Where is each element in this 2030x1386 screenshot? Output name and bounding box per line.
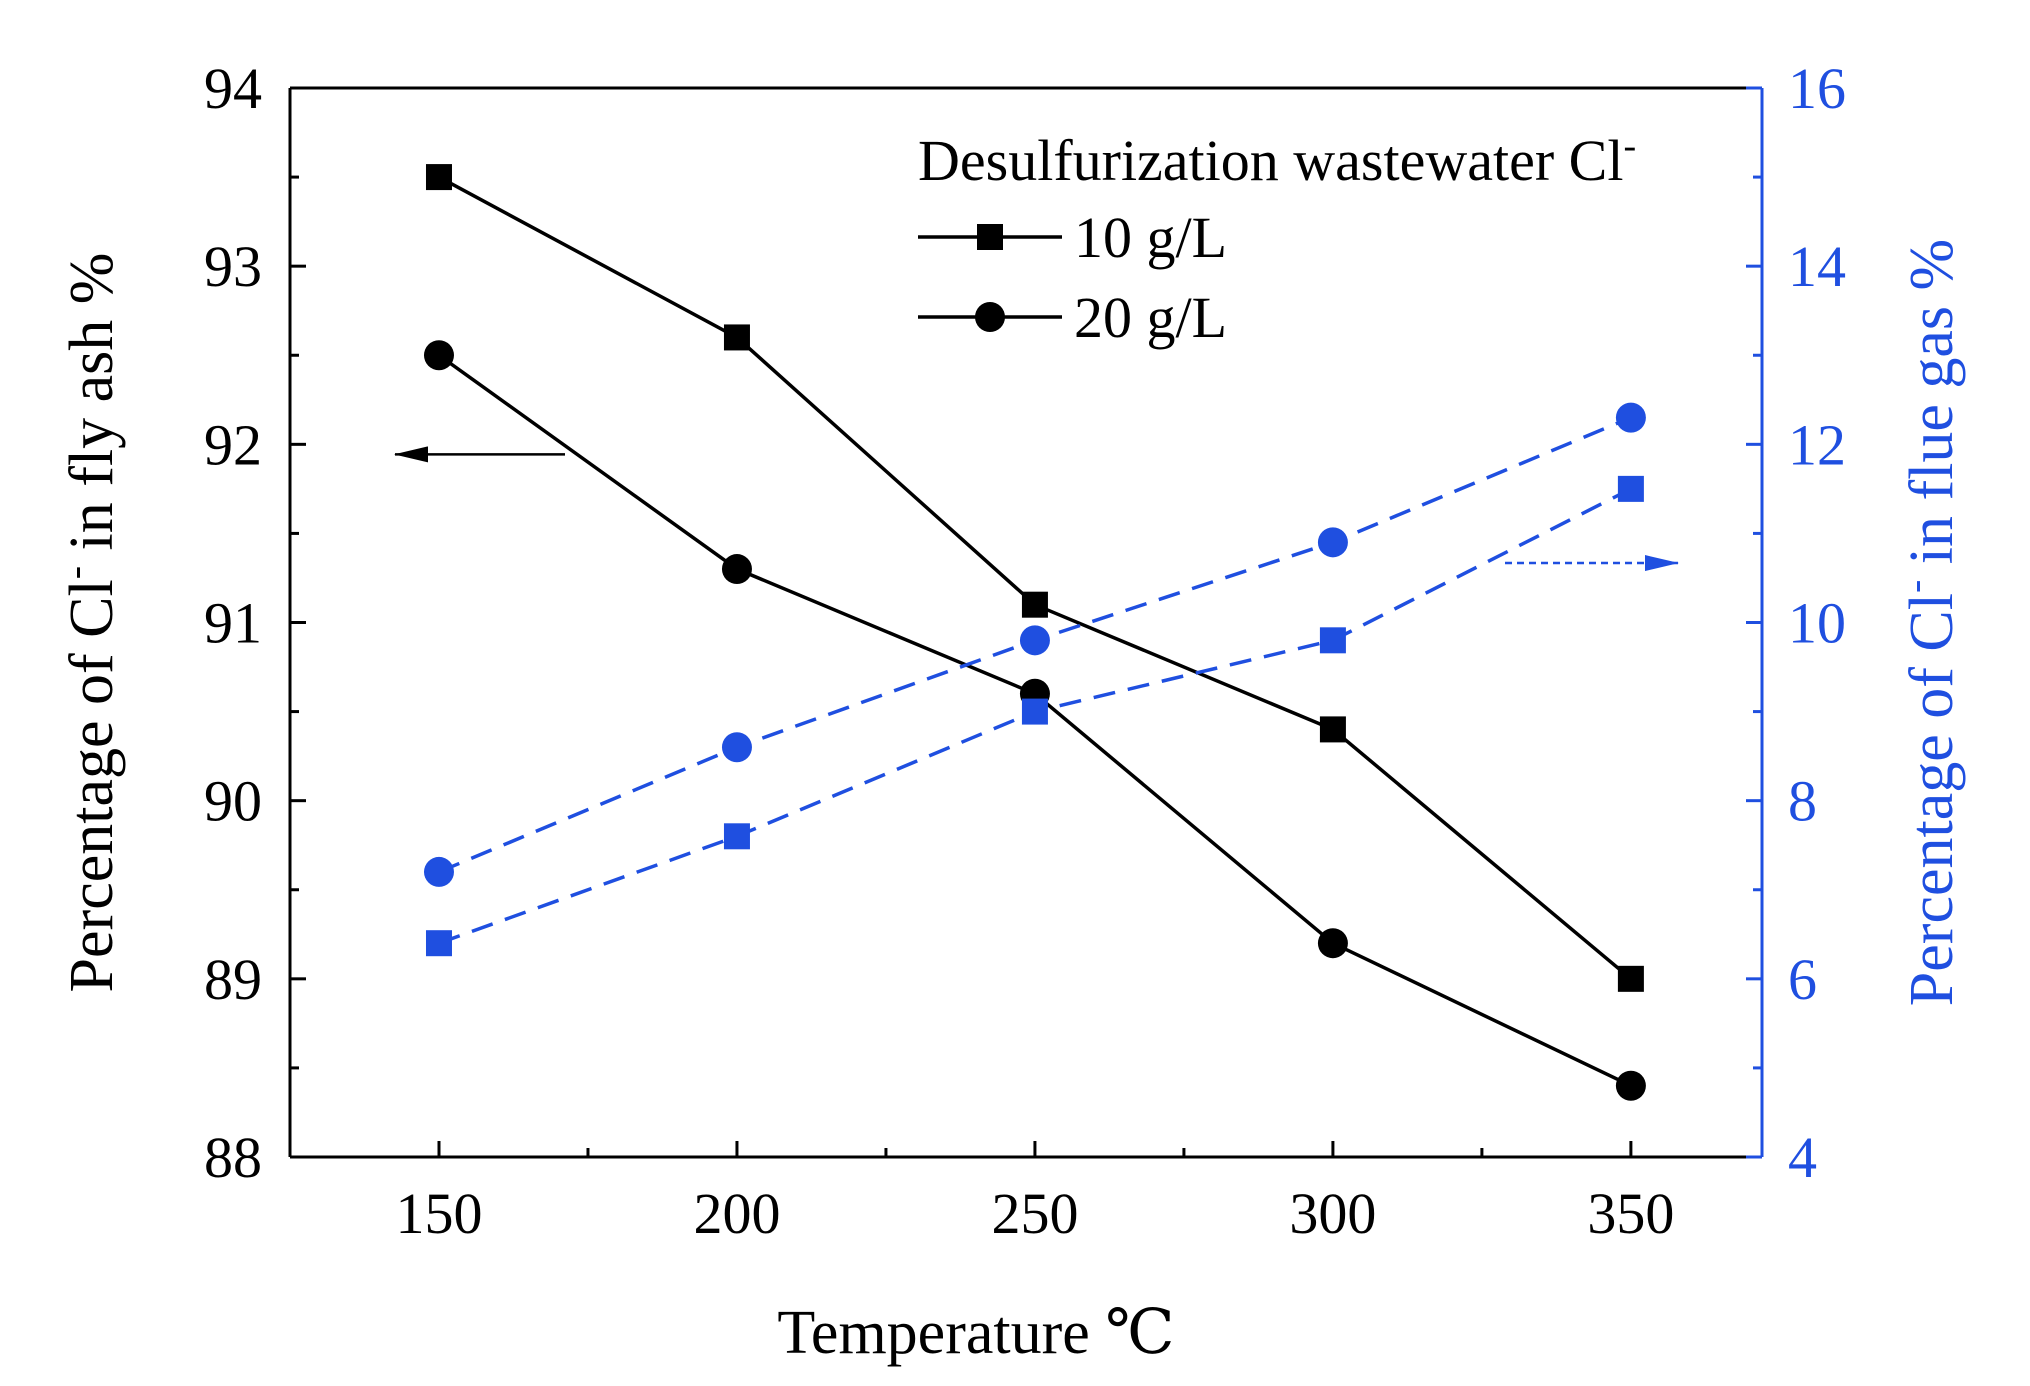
series-line-left-square	[438, 175, 1633, 981]
data-point-right-square	[1319, 627, 1346, 654]
data-point-right-square	[1617, 475, 1644, 502]
right-y-axis-title-sup: -	[1892, 580, 1937, 593]
data-point-right-square	[425, 930, 452, 957]
legend-marker-square	[977, 224, 1003, 250]
data-point-right-circle	[423, 856, 454, 887]
x-tick-label: 150	[395, 1181, 482, 1246]
data-point-left-circle	[423, 340, 454, 371]
right-y-tick-label: 4	[1788, 1125, 1817, 1190]
legend-title-sup: -	[1623, 125, 1636, 167]
x-axis-title: Temperature ℃	[777, 1299, 1174, 1367]
left-y-axis-title: Percentage of Cl- in fly ash %	[52, 253, 126, 993]
legend-marker-circle	[975, 302, 1005, 332]
data-point-right-circle	[721, 732, 752, 763]
x-tick-label: 250	[991, 1181, 1078, 1246]
data-point-right-circle	[1019, 625, 1050, 656]
left-y-tick-label: 93	[204, 234, 262, 299]
left-y-tick-label: 92	[204, 412, 262, 477]
data-point-right-square	[723, 823, 750, 850]
data-point-left-square	[425, 164, 452, 191]
right-y-tick-label: 10	[1788, 591, 1846, 656]
data-point-left-circle	[721, 554, 752, 585]
legend-title: Desulfurization wastewater Cl-	[918, 125, 1636, 193]
left-y-axis-title-prefix: Percentage of Cl	[58, 579, 126, 992]
legend-title-text: Desulfurization wastewater Cl	[918, 128, 1623, 193]
left-y-axis-title-sup: -	[52, 566, 97, 579]
right-y-tick-label: 6	[1788, 947, 1817, 1012]
data-point-left-square	[1021, 591, 1048, 618]
right-y-axis-title: Percentage of Cl- in flue gas %	[1892, 239, 1966, 1006]
left-y-tick-label: 91	[204, 591, 262, 656]
data-point-right-circle	[1317, 527, 1348, 558]
legend-label: 20 g/L	[1074, 285, 1227, 350]
left-y-axis-title-suffix: in fly ash %	[58, 253, 126, 566]
data-point-left-square	[1617, 965, 1644, 992]
left-y-tick-label: 89	[204, 947, 262, 1012]
data-point-left-circle	[1317, 928, 1348, 959]
right-y-tick-label: 14	[1788, 234, 1846, 299]
right-y-axis-title-prefix: Percentage of Cl	[1898, 593, 1966, 1006]
right-y-tick-label: 16	[1788, 56, 1846, 121]
data-point-right-square	[1021, 698, 1048, 725]
data-point-left-square	[1319, 716, 1346, 743]
right-y-axis-title-suffix: in flue gas %	[1898, 239, 1966, 580]
data-point-left-circle	[1615, 1070, 1646, 1101]
data-point-left-square	[723, 324, 750, 351]
x-tick-label: 200	[693, 1181, 780, 1246]
data-point-right-circle	[1615, 402, 1646, 433]
right-y-tick-label: 12	[1788, 412, 1846, 477]
left-y-tick-label: 90	[204, 769, 262, 834]
legend-label: 10 g/L	[1074, 205, 1227, 270]
x-tick-label: 300	[1289, 1181, 1376, 1246]
x-tick-label: 350	[1587, 1181, 1674, 1246]
left-y-tick-label: 88	[204, 1125, 262, 1190]
right-y-tick-label: 8	[1788, 769, 1817, 834]
left-y-tick-label: 94	[204, 56, 262, 121]
